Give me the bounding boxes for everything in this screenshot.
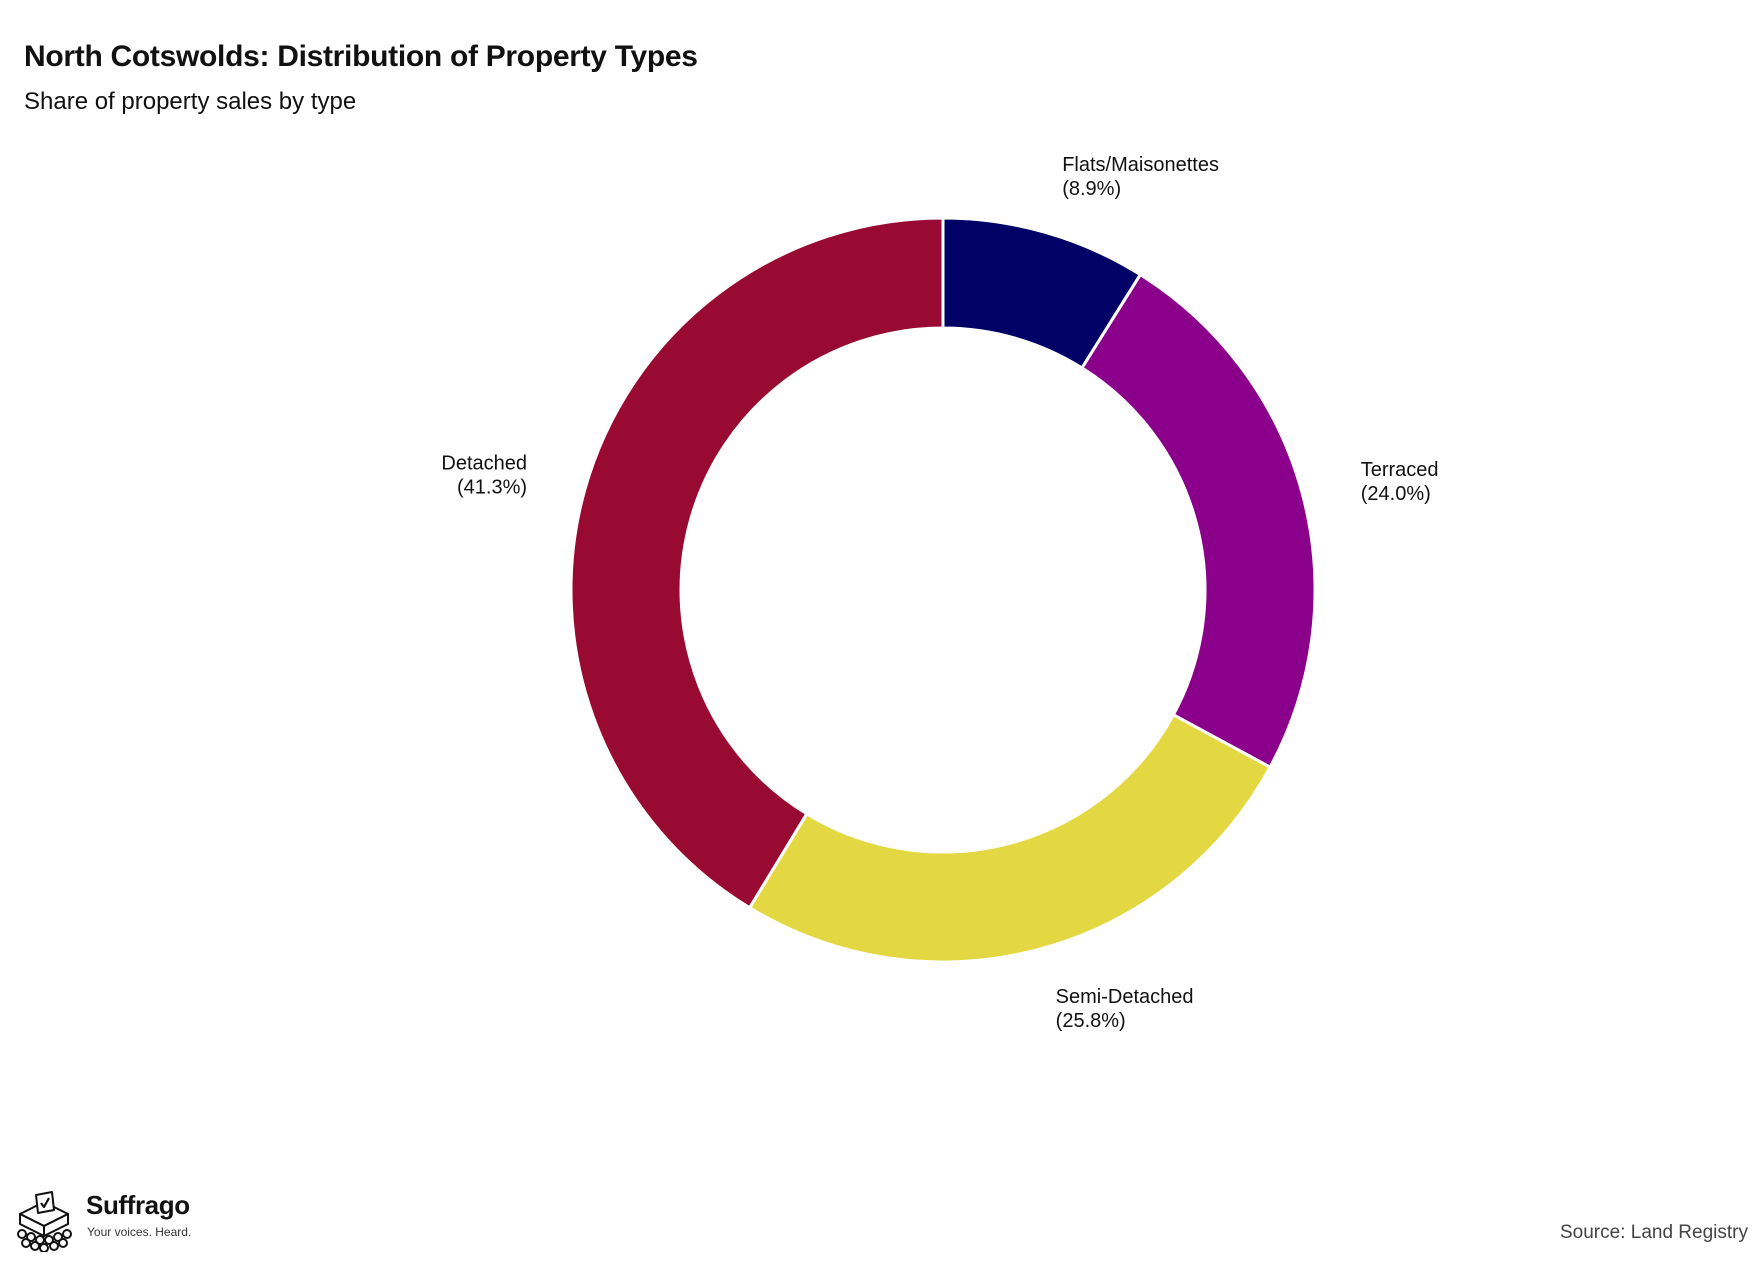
chart-title: North Cotswolds: Distribution of Propert… bbox=[24, 40, 698, 73]
source-note: Source: Land Registry bbox=[1560, 1222, 1748, 1243]
slice-label-semi-detached: Semi-Detached (25.8%) bbox=[1056, 986, 1194, 1032]
slice-label-percent: (24.0%) bbox=[1361, 483, 1431, 505]
brand-name: Suffrago bbox=[86, 1190, 190, 1220]
slice-label-name: Semi-Detached bbox=[1056, 986, 1194, 1008]
slice-label-detached: Detached (41.3%) bbox=[441, 452, 527, 498]
slice-label-percent: (8.9%) bbox=[1062, 178, 1121, 200]
slice-label-name: Flats/Maisonettes bbox=[1062, 154, 1219, 176]
donut-slice-terraced bbox=[1080, 273, 1317, 769]
slice-label-name: Terraced bbox=[1361, 459, 1439, 481]
slice-label-flats-maisonettes: Flats/Maisonettes (8.9%) bbox=[1062, 154, 1219, 200]
donut-slice-semi-detached bbox=[748, 713, 1272, 964]
slice-label-percent: (25.8%) bbox=[1056, 1010, 1126, 1032]
slice-label-name: Detached bbox=[441, 452, 527, 474]
brand-logo: Suffrago Your voices. Heard. bbox=[14, 1190, 214, 1252]
chart-subtitle: Share of property sales by type bbox=[24, 88, 357, 115]
slice-label-terraced: Terraced (24.0%) bbox=[1361, 459, 1439, 505]
ballot-box-icon bbox=[17, 1191, 72, 1252]
slice-label-percent: (41.3%) bbox=[457, 476, 527, 498]
donut-slice-detached bbox=[569, 216, 945, 910]
brand-tagline: Your voices. Heard. bbox=[87, 1225, 192, 1239]
